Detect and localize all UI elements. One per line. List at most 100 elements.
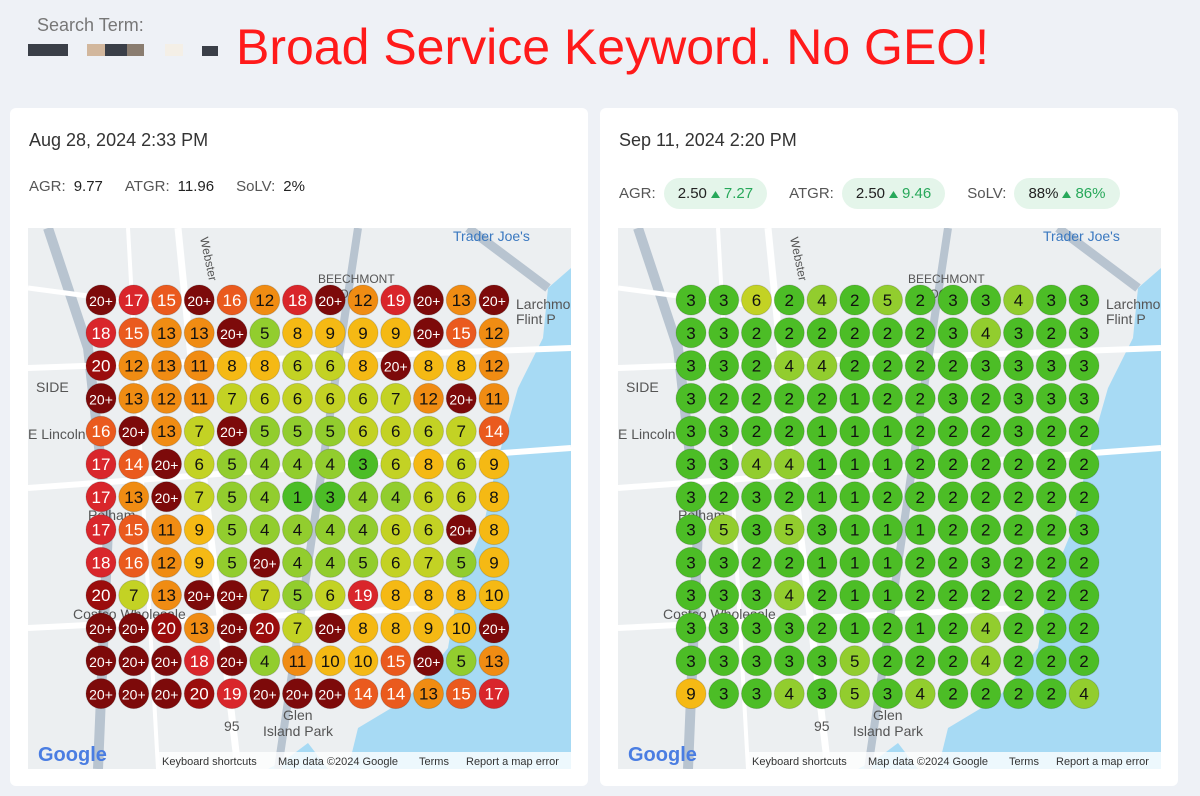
rank-value: 1	[850, 553, 859, 572]
rank-dot	[183, 284, 215, 316]
rank-value: 2	[1014, 521, 1023, 540]
rank-value: 10	[354, 652, 373, 671]
rank-value: 17	[124, 291, 143, 310]
rank-dot	[85, 514, 117, 546]
rank-value: 13	[157, 422, 176, 441]
rank-dot	[806, 678, 838, 710]
rank-dot	[249, 612, 281, 644]
rank-value: 2	[785, 291, 794, 310]
rank-dot	[445, 645, 477, 677]
rank-dot	[183, 382, 215, 414]
rank-value: 13	[157, 324, 176, 343]
rank-value: 3	[719, 324, 728, 343]
metric-label: ATGR:	[789, 185, 834, 202]
rank-value: 2	[1047, 652, 1056, 671]
rank-value: 20+	[384, 359, 408, 375]
rank-dot	[904, 284, 936, 316]
map-footer-bg	[156, 752, 571, 769]
rank-value: 2	[981, 422, 990, 441]
rank-value: 3	[1047, 389, 1056, 408]
rank-dot	[1068, 612, 1100, 644]
rank-dot	[314, 350, 346, 382]
rank-dot	[216, 415, 248, 447]
rank-dot	[839, 317, 871, 349]
rank-dot	[347, 514, 379, 546]
rank-value: 20+	[417, 654, 441, 670]
rank-dot	[675, 514, 707, 546]
rank-value: 11	[190, 389, 208, 408]
rank-dot	[741, 514, 772, 546]
rank-value: 1	[293, 488, 302, 507]
rank-dot	[970, 612, 1002, 644]
rank-dot	[380, 514, 412, 546]
rank-dot	[937, 317, 969, 349]
rank-value: 20+	[155, 490, 179, 506]
rank-value: 5	[326, 422, 335, 441]
rank-dot	[708, 448, 740, 480]
rank-dot	[118, 317, 150, 349]
rank-dot	[314, 317, 346, 349]
rank-dot	[806, 448, 838, 480]
rank-value: 20+	[89, 391, 113, 407]
rank-value: 6	[457, 488, 466, 507]
rank-dot	[413, 678, 444, 710]
metric-pill: 88% 86%	[1014, 178, 1120, 209]
rank-dot	[347, 678, 379, 710]
rank-dot	[380, 579, 412, 611]
rank-value: 3	[719, 553, 728, 572]
rank-dot	[970, 317, 1002, 349]
rank-value: 13	[190, 324, 209, 343]
rank-value: 5	[260, 324, 269, 343]
rank-dot	[675, 382, 707, 414]
rank-value: 15	[452, 685, 471, 704]
rank-dot	[872, 481, 903, 513]
rank-value: 20+	[122, 424, 146, 440]
rank-value: 2	[916, 389, 925, 408]
rank-dot	[970, 579, 1002, 611]
rank-dot	[413, 546, 444, 578]
rank-value: 20+	[89, 687, 113, 703]
rank-dot	[314, 481, 346, 513]
rank-value: 3	[752, 521, 761, 540]
map-label: 95	[224, 718, 240, 734]
rank-dot	[1068, 415, 1100, 447]
rank-dot	[1003, 612, 1034, 644]
road	[465, 228, 551, 292]
rank-value: 12	[255, 291, 274, 310]
rank-dot	[347, 546, 379, 578]
rank-value: 3	[719, 422, 728, 441]
rank-value: 6	[358, 422, 367, 441]
rank-value: 2	[948, 422, 957, 441]
rank-value: 1	[850, 422, 859, 441]
rank-dot	[249, 415, 281, 447]
rank-value: 4	[785, 586, 794, 605]
rank-value: 11	[289, 652, 307, 671]
rank-value: 7	[293, 619, 302, 638]
rank-value: 5	[293, 586, 302, 605]
rank-dot	[380, 350, 412, 382]
rank-value: 1	[817, 553, 826, 572]
rank-value: 2	[948, 521, 957, 540]
rank-dot	[216, 645, 248, 677]
up-arrow	[710, 190, 720, 198]
rank-dot	[85, 350, 117, 382]
rank-dot	[216, 382, 248, 414]
rank-dot	[839, 415, 871, 447]
rank-dot	[937, 678, 969, 710]
rank-dot	[151, 284, 182, 316]
rank-dot	[806, 546, 838, 578]
rank-dot	[872, 546, 903, 578]
rank-dot	[151, 481, 182, 513]
rank-value: 2	[883, 619, 892, 638]
rank-value: 13	[452, 291, 471, 310]
metric-label: SoLV:	[967, 185, 1007, 202]
map-footer: Report a map error	[1056, 756, 1149, 768]
rank-dot	[151, 382, 182, 414]
rank-dot	[872, 317, 903, 349]
rank-value: 2	[948, 685, 957, 704]
rank-value: 3	[686, 586, 695, 605]
rank-value: 2	[785, 422, 794, 441]
rank-value: 8	[391, 619, 400, 638]
rank-dot	[118, 514, 150, 546]
rank-dot	[1003, 448, 1034, 480]
